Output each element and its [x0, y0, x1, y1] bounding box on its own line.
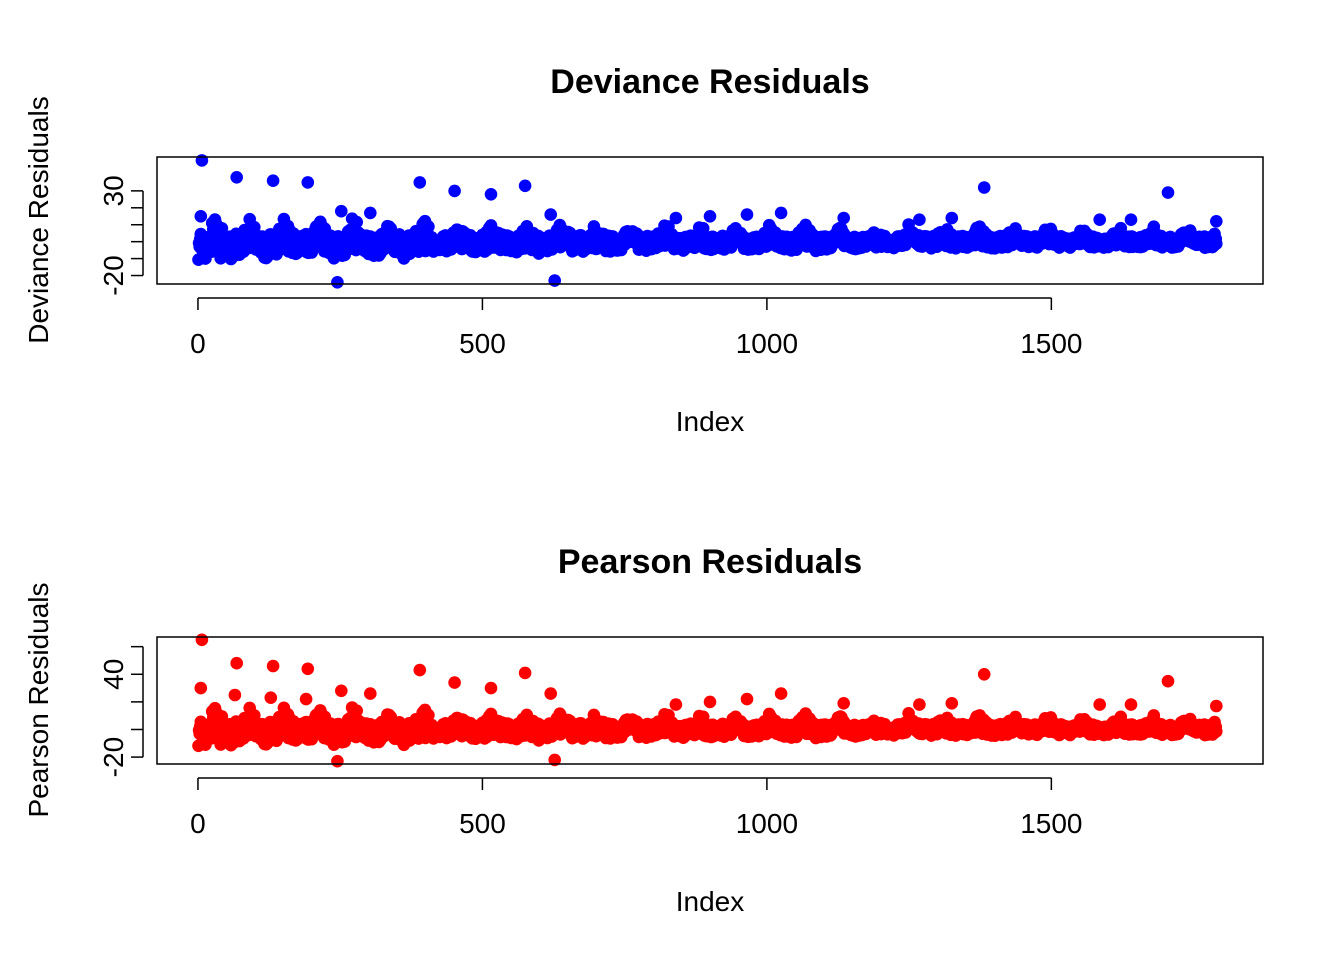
outlier-point — [266, 174, 280, 187]
data-point — [248, 220, 261, 234]
outlier-point — [1161, 186, 1175, 199]
outlier-point — [331, 276, 344, 289]
outlier-point — [945, 211, 959, 225]
y-axis: -20 40 — [98, 645, 144, 777]
outlier-point — [448, 184, 461, 198]
outlier-point — [228, 688, 242, 702]
x-tick-label: 1500 — [1020, 328, 1082, 359]
outlier-point — [913, 213, 926, 226]
outlier-point — [301, 662, 315, 676]
outlier-point — [518, 666, 532, 680]
y-axis-label: Pearson Residuals — [23, 582, 54, 817]
outlier-point — [774, 206, 788, 220]
x-axis: 0 500 1000 1500 — [190, 297, 1083, 359]
x-tick-label: 1000 — [736, 328, 798, 359]
outlier-point — [1124, 213, 1138, 226]
data-point — [422, 220, 435, 233]
chart-title: Deviance Residuals — [550, 63, 869, 101]
data-point — [1210, 725, 1223, 738]
y-tick-label: -20 — [98, 737, 129, 777]
deviance-residuals-panel: Deviance Residuals Index Deviance Residu… — [23, 63, 1264, 437]
outlier-point — [669, 211, 683, 225]
outlier-point — [413, 663, 427, 677]
outlier-point — [195, 633, 209, 647]
x-axis-label: Index — [676, 406, 745, 437]
outlier-point — [264, 691, 278, 704]
outlier-point — [703, 695, 717, 709]
outlier-point — [740, 208, 754, 221]
data-point — [350, 704, 364, 717]
outlier-point — [230, 171, 243, 184]
outlier-point — [518, 179, 532, 193]
points-group — [192, 154, 1223, 289]
data-point — [1210, 237, 1223, 250]
outlier-point — [669, 698, 683, 711]
points-group — [192, 633, 1223, 768]
data-point — [350, 215, 364, 229]
x-tick-label: 1500 — [1020, 808, 1082, 839]
outlier-point — [484, 681, 498, 695]
y-tick-label: -20 — [98, 255, 129, 295]
outlier-point — [299, 692, 313, 706]
outlier-point — [837, 697, 850, 710]
outlier-point — [977, 668, 991, 681]
outlier-point — [230, 656, 243, 670]
outlier-point — [548, 274, 561, 287]
outlier-point — [413, 176, 427, 189]
outlier-point — [301, 176, 315, 189]
y-axis: -20 30 — [98, 175, 144, 296]
outlier-point — [740, 692, 754, 706]
pearson-residuals-panel: Pearson Residuals Index Pearson Residual… — [23, 543, 1264, 917]
outlier-point — [774, 687, 788, 700]
outlier-point — [364, 687, 377, 700]
x-axis: 0 500 1000 1500 — [190, 777, 1083, 839]
outlier-point — [194, 681, 208, 695]
outlier-point — [1210, 699, 1223, 713]
plot-box — [156, 156, 1264, 285]
x-tick-label: 1000 — [736, 808, 798, 839]
outlier-point — [1161, 674, 1175, 688]
outlier-point — [544, 208, 557, 221]
plot-box — [156, 636, 1264, 765]
outlier-point — [266, 659, 280, 673]
outlier-point — [1124, 698, 1138, 711]
x-tick-label: 0 — [190, 328, 206, 359]
outlier-point — [703, 210, 717, 223]
outlier-point — [913, 698, 926, 711]
outlier-point — [448, 676, 461, 689]
outlier-point — [195, 154, 209, 167]
outlier-point — [335, 684, 348, 698]
outlier-point — [364, 206, 377, 220]
outlier-point — [837, 211, 850, 225]
x-axis-label: Index — [676, 886, 745, 917]
y-axis-label: Deviance Residuals — [23, 96, 54, 343]
outlier-point — [194, 210, 208, 223]
outlier-point — [484, 188, 498, 201]
chart-title: Pearson Residuals — [558, 543, 862, 581]
x-tick-label: 500 — [459, 328, 506, 359]
x-tick-label: 500 — [459, 808, 506, 839]
y-tick-label: 40 — [98, 659, 129, 690]
outlier-point — [977, 181, 991, 194]
outlier-point — [335, 204, 348, 218]
outlier-point — [1093, 698, 1106, 711]
outlier-point — [1210, 215, 1223, 228]
outlier-point — [331, 754, 344, 768]
outlier-point — [548, 753, 561, 767]
outlier-point — [1093, 213, 1106, 226]
y-tick-label: 30 — [98, 175, 129, 206]
outlier-point — [544, 687, 557, 700]
x-tick-label: 0 — [190, 808, 206, 839]
outlier-point — [945, 697, 959, 710]
